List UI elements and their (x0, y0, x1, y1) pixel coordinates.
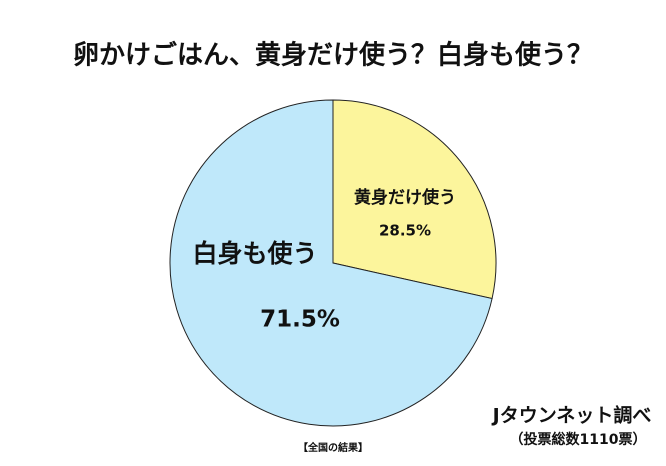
slice-label: 黄身だけ使う (354, 187, 456, 208)
source: Jタウンネット調べ (491, 404, 652, 427)
note: 【全国の結果】 (298, 441, 368, 454)
source-note: （投票総数1110票） (510, 431, 647, 448)
pie-slice (332, 99, 497, 300)
slice-label: 白身も使う (192, 239, 317, 268)
pie-slice (169, 99, 493, 427)
chart-title: 卵かけごはん、黄身だけ使う？白身も使う？ (73, 40, 593, 71)
slice-value: 71.5% (260, 307, 340, 333)
slice-value: 28.5% (379, 222, 431, 240)
